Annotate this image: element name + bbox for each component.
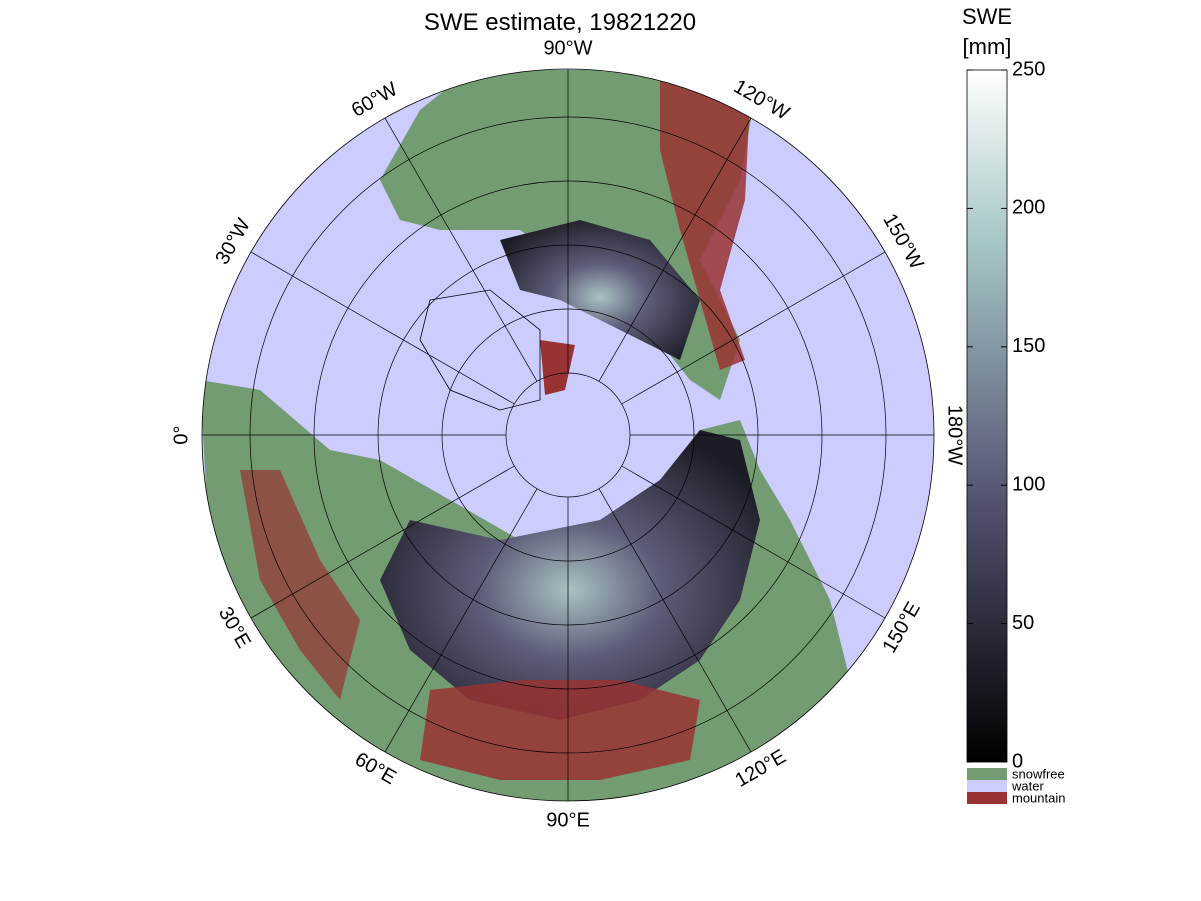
colorbar-label: SWE [962, 4, 1012, 29]
legend-swatch [967, 792, 1007, 804]
colorbar-tick-label: 250 [1012, 58, 1045, 80]
colorbar-ticks: 0 50 100 150 200 250 [967, 58, 1045, 772]
meridian [250, 251, 515, 405]
meridian [250, 465, 515, 619]
colorbar-tick-label: 200 [1012, 197, 1045, 219]
colorbar [966, 69, 1008, 763]
colorbar-tick-label: 0 [1012, 750, 1023, 772]
greenland-outline [419, 289, 541, 411]
meridian [384, 117, 538, 382]
longitude-label: 90°W [543, 37, 592, 59]
legend-swatch [967, 780, 1007, 792]
legend-label: snowfree [1012, 766, 1065, 781]
eurasia-snow [380, 430, 760, 720]
legend-swatch [967, 768, 1007, 780]
greenland-mountain [540, 340, 575, 395]
longitude-label: 90°E [546, 809, 590, 831]
colorbar-tick-label: 150 [1012, 335, 1045, 357]
meridian [598, 117, 752, 382]
colorbar-tick-label: 100 [1012, 473, 1045, 495]
meridian [598, 488, 752, 753]
longitude-label: 180°W [944, 405, 966, 465]
na-snow [500, 220, 700, 360]
meridian [621, 465, 886, 619]
meridian [621, 251, 886, 405]
graticule [202, 69, 934, 801]
title: SWE estimate, 19821220 [424, 9, 696, 36]
europe-mountain [240, 470, 360, 700]
legend-label: mountain [1012, 790, 1065, 805]
colorbar-tick-label: 50 [1012, 612, 1034, 634]
longitude-label: 0° [170, 425, 192, 444]
map-border [201, 68, 935, 802]
colorbar-label: [mm] [963, 34, 1012, 59]
asia-mountain [420, 680, 700, 780]
na-mountain [660, 80, 750, 370]
legend-label: water [1011, 778, 1044, 793]
meridian [384, 488, 538, 753]
map [202, 69, 934, 801]
